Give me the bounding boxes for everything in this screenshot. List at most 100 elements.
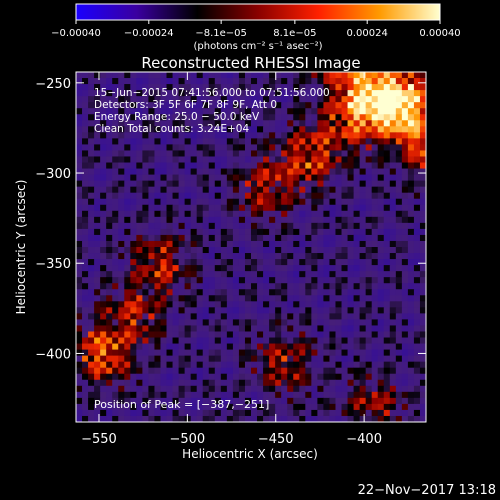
heatmap-cell <box>281 204 288 212</box>
heatmap-cell <box>311 259 318 266</box>
heatmap-cell <box>226 72 234 79</box>
heatmap-cell <box>257 349 264 357</box>
heatmap-cell <box>311 138 318 145</box>
heatmap-cell <box>88 403 95 411</box>
heatmap-cell <box>208 295 216 302</box>
heatmap-cell <box>232 319 240 326</box>
heatmap-cell <box>395 108 403 115</box>
heatmap-cell <box>244 349 252 357</box>
heatmap-cell <box>136 253 143 260</box>
heatmap-cell <box>118 174 125 182</box>
heatmap-cell <box>263 361 270 369</box>
heatmap-cell <box>359 180 367 188</box>
heatmap-cell <box>172 174 179 182</box>
heatmap-cell <box>166 240 173 248</box>
heatmap-cell <box>311 228 318 236</box>
heatmap-cell <box>124 102 131 109</box>
heatmap-cell <box>275 247 282 254</box>
heatmap-cell <box>329 271 336 278</box>
heatmap-cell <box>305 222 312 230</box>
heatmap-cell <box>395 259 403 266</box>
heatmap-cell <box>154 78 161 85</box>
y-tick-label: −300 <box>35 167 71 182</box>
heatmap-cell <box>323 114 330 121</box>
heatmap-cell <box>106 259 113 266</box>
heatmap-cell <box>184 162 192 169</box>
heatmap-cell <box>208 247 216 254</box>
heatmap-cell <box>365 379 373 387</box>
heatmap-cell <box>112 349 119 357</box>
heatmap-cell <box>238 373 246 381</box>
heatmap-cell <box>317 216 324 224</box>
heatmap-cell <box>275 156 282 163</box>
heatmap-cell <box>281 234 288 242</box>
heatmap-cell <box>359 228 367 236</box>
heatmap-cell <box>383 240 391 248</box>
heatmap-cell <box>275 355 282 363</box>
heatmap-cell <box>112 222 119 230</box>
heatmap-cell <box>136 295 143 302</box>
heatmap-cell <box>305 373 312 381</box>
heatmap-cell <box>365 138 373 145</box>
heatmap-cell <box>208 415 216 422</box>
heatmap-cell <box>353 385 361 393</box>
heatmap-cell <box>299 397 306 405</box>
heatmap-cell <box>281 84 288 91</box>
heatmap-cell <box>244 277 252 284</box>
heatmap-cell <box>238 102 246 109</box>
heatmap-cell <box>94 174 101 182</box>
heatmap-cell <box>208 120 216 127</box>
heatmap-cell <box>100 301 107 308</box>
heatmap-cell <box>251 253 258 260</box>
heatmap-cell <box>383 72 391 79</box>
heatmap-cell <box>148 271 155 278</box>
heatmap-cell <box>148 240 155 248</box>
heatmap-cell <box>148 373 155 381</box>
heatmap-cell <box>281 307 288 314</box>
heatmap-cell <box>136 192 143 200</box>
heatmap-cell <box>106 343 113 350</box>
heatmap-cell <box>118 90 125 97</box>
heatmap-cell <box>341 90 348 97</box>
heatmap-cell <box>130 337 137 344</box>
heatmap-cell <box>166 78 173 85</box>
heatmap-cell <box>251 415 258 422</box>
heatmap-cell <box>202 373 210 381</box>
heatmap-cell <box>202 301 210 308</box>
heatmap-cell <box>323 120 330 127</box>
heatmap-cell <box>178 216 186 224</box>
heatmap-cell <box>299 96 306 103</box>
heatmap-cell <box>257 271 264 278</box>
heatmap-cell <box>305 180 312 188</box>
heatmap-cell <box>377 379 385 387</box>
heatmap-cell <box>269 174 276 182</box>
heatmap-cell <box>190 144 198 151</box>
heatmap-cell <box>281 385 288 393</box>
heatmap-cell <box>311 385 318 393</box>
heatmap-cell <box>88 319 95 326</box>
heatmap-cell <box>287 289 294 296</box>
heatmap-cell <box>389 379 397 387</box>
heatmap-cell <box>359 120 367 127</box>
heatmap-cell <box>251 216 258 224</box>
heatmap-cell <box>299 234 306 242</box>
heatmap-cell <box>226 337 234 344</box>
heatmap-cell <box>407 72 415 79</box>
heatmap-cell <box>154 186 161 194</box>
heatmap-cell <box>395 385 403 393</box>
heatmap-cell <box>172 265 179 272</box>
heatmap-cell <box>196 385 204 393</box>
heatmap-cell <box>154 90 161 97</box>
heatmap-cell <box>106 415 113 422</box>
heatmap-cell <box>118 313 125 320</box>
heatmap-cell <box>166 313 173 320</box>
heatmap-cell <box>389 385 397 393</box>
heatmap-cell <box>226 253 234 260</box>
heatmap-cell <box>232 78 240 85</box>
heatmap-cell <box>287 409 294 417</box>
heatmap-cell <box>275 409 282 417</box>
heatmap-cell <box>401 192 409 200</box>
heatmap-cell <box>251 277 258 284</box>
heatmap-cell <box>269 373 276 381</box>
heatmap-cell <box>299 331 306 338</box>
